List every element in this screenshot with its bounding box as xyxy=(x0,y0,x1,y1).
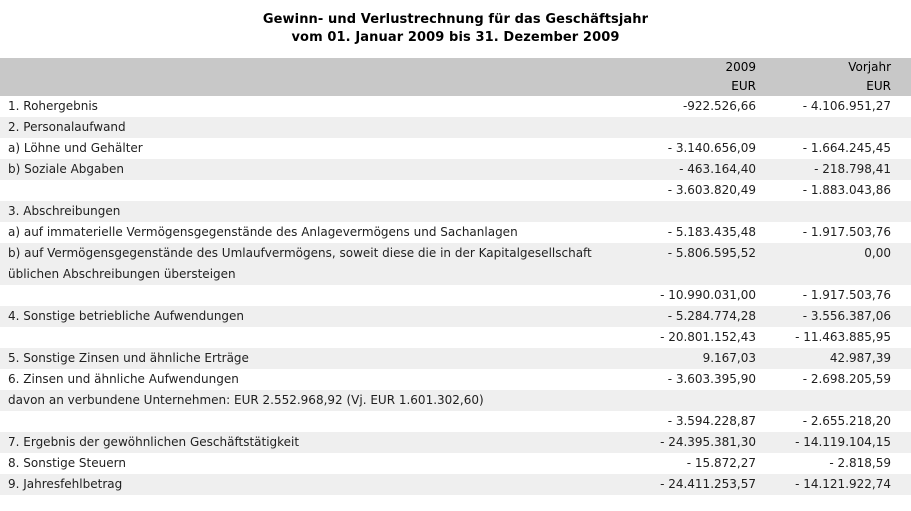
row-value-vorjahr: - 2.698.205,59 xyxy=(756,369,911,390)
row-value-2009: - 3.140.656,09 xyxy=(598,138,756,159)
row-value-2009: -922.526,66 xyxy=(598,96,756,117)
row-label: b) Soziale Abgaben xyxy=(0,159,598,180)
table-row: - 3.603.820,49- 1.883.043,86 xyxy=(0,180,911,201)
row-value-2009: - 5.183.435,48 xyxy=(598,222,756,243)
table-row: 5. Sonstige Zinsen und ähnliche Erträge 9… xyxy=(0,348,911,369)
row-value-2009: - 3.603.820,49 xyxy=(598,180,756,201)
row-value-vorjahr: - 218.798,41 xyxy=(756,159,911,180)
pnl-table: 2009 EUR Vorjahr EUR 1. Rohergebnis -922.… xyxy=(0,58,911,495)
row-label xyxy=(0,327,598,348)
row-value-vorjahr: - 4.106.951,27 xyxy=(756,96,911,117)
row-label xyxy=(0,411,598,432)
table-row: 7. Ergebnis der gewöhnlichen Geschäftstä… xyxy=(0,432,911,453)
row-value-vorjahr: - 1.664.245,45 xyxy=(756,138,911,159)
row-value-vorjahr: - 2.655.218,20 xyxy=(756,411,911,432)
table-row: 8. Sonstige Steuern - 15.872,27- 2.818,59 xyxy=(0,453,911,474)
row-label: 1. Rohergebnis xyxy=(0,96,598,117)
row-value-2009: - 3.603.395,90 xyxy=(598,369,756,390)
row-value-vorjahr xyxy=(756,201,911,222)
header-column-2009: 2009 EUR xyxy=(598,58,756,96)
row-value-2009: - 5.284.774,28 xyxy=(598,306,756,327)
row-value-2009: - 5.806.595,52 xyxy=(598,243,756,285)
table-body: 1. Rohergebnis -922.526,66- 4.106.951,27 2… xyxy=(0,96,911,495)
row-value-2009: - 24.411.253,57 xyxy=(598,474,756,495)
table-row: a) Löhne und Gehälter - 3.140.656,09- 1.6… xyxy=(0,138,911,159)
row-label: a) auf immaterielle Vermögensgegenstände… xyxy=(0,222,598,243)
row-value-vorjahr: - 1.917.503,76 xyxy=(756,222,911,243)
row-value-vorjahr xyxy=(756,390,911,411)
row-value-2009: - 3.594.228,87 xyxy=(598,411,756,432)
table-row: 3. Abschreibungen xyxy=(0,201,911,222)
table-header-row: 2009 EUR Vorjahr EUR xyxy=(0,58,911,96)
row-value-vorjahr: 0,00 xyxy=(756,243,911,285)
row-value-vorjahr xyxy=(756,117,911,138)
row-value-2009: - 15.872,27 xyxy=(598,453,756,474)
header-empty-cell xyxy=(0,58,598,96)
row-value-2009: - 20.801.152,43 xyxy=(598,327,756,348)
table-row: 4. Sonstige betriebliche Aufwendungen - 5… xyxy=(0,306,911,327)
table-row: b) Soziale Abgaben - 463.164,40- 218.798,… xyxy=(0,159,911,180)
table-row: - 20.801.152,43- 11.463.885,95 xyxy=(0,327,911,348)
header-column-vorjahr: Vorjahr EUR xyxy=(756,58,911,96)
row-value-2009 xyxy=(598,390,756,411)
table-row: - 3.594.228,87- 2.655.218,20 xyxy=(0,411,911,432)
row-label: b) auf Vermögensgegenstände des Umlaufve… xyxy=(0,243,598,285)
row-value-2009 xyxy=(598,117,756,138)
row-value-vorjahr: - 14.119.104,15 xyxy=(756,432,911,453)
row-value-vorjahr: 42.987,39 xyxy=(756,348,911,369)
table-row: a) auf immaterielle Vermögensgegenstände… xyxy=(0,222,911,243)
header-currency-vorjahr: EUR xyxy=(866,79,891,93)
header-label-vorjahr: Vorjahr xyxy=(848,60,891,74)
table-row: 6. Zinsen und ähnliche Aufwendungen - 3.6… xyxy=(0,369,911,390)
table-row: 9. Jahresfehlbetrag - 24.411.253,57- 14.1… xyxy=(0,474,911,495)
row-value-vorjahr: - 3.556.387,06 xyxy=(756,306,911,327)
row-value-2009: - 24.395.381,30 xyxy=(598,432,756,453)
row-label: a) Löhne und Gehälter xyxy=(0,138,598,159)
page-title: Gewinn- und Verlustrechnung für das Gesc… xyxy=(0,0,911,58)
table-row: davon an verbundene Unternehmen: EUR 2.5… xyxy=(0,390,911,411)
row-value-vorjahr: - 1.883.043,86 xyxy=(756,180,911,201)
row-label: davon an verbundene Unternehmen: EUR 2.5… xyxy=(0,390,598,411)
row-label xyxy=(0,180,598,201)
row-label: 6. Zinsen und ähnliche Aufwendungen xyxy=(0,369,598,390)
header-year-2009: 2009 xyxy=(725,60,756,74)
row-label: 8. Sonstige Steuern xyxy=(0,453,598,474)
row-label: 9. Jahresfehlbetrag xyxy=(0,474,598,495)
row-value-2009 xyxy=(598,201,756,222)
table-row: b) auf Vermögensgegenstände des Umlaufve… xyxy=(0,243,911,285)
row-value-vorjahr: - 14.121.922,74 xyxy=(756,474,911,495)
row-value-2009: - 10.990.031,00 xyxy=(598,285,756,306)
page-title-line-2: vom 01. Januar 2009 bis 31. Dezember 200… xyxy=(291,30,620,45)
row-value-2009: - 463.164,40 xyxy=(598,159,756,180)
row-value-vorjahr: - 2.818,59 xyxy=(756,453,911,474)
row-value-2009: 9.167,03 xyxy=(598,348,756,369)
table-row: 1. Rohergebnis -922.526,66- 4.106.951,27 xyxy=(0,96,911,117)
row-label: 7. Ergebnis der gewöhnlichen Geschäftstä… xyxy=(0,432,598,453)
header-currency-2009: EUR xyxy=(731,79,756,93)
row-value-vorjahr: - 11.463.885,95 xyxy=(756,327,911,348)
row-label: 3. Abschreibungen xyxy=(0,201,598,222)
table-row: - 10.990.031,00- 1.917.503,76 xyxy=(0,285,911,306)
row-label: 5. Sonstige Zinsen und ähnliche Erträge xyxy=(0,348,598,369)
table-header: 2009 EUR Vorjahr EUR xyxy=(0,58,911,96)
table-row: 2. Personalaufwand xyxy=(0,117,911,138)
row-label: 2. Personalaufwand xyxy=(0,117,598,138)
page-title-line-1: Gewinn- und Verlustrechnung für das Gesc… xyxy=(262,12,649,27)
row-label: 4. Sonstige betriebliche Aufwendungen xyxy=(0,306,598,327)
row-value-vorjahr: - 1.917.503,76 xyxy=(756,285,911,306)
row-label xyxy=(0,285,598,306)
